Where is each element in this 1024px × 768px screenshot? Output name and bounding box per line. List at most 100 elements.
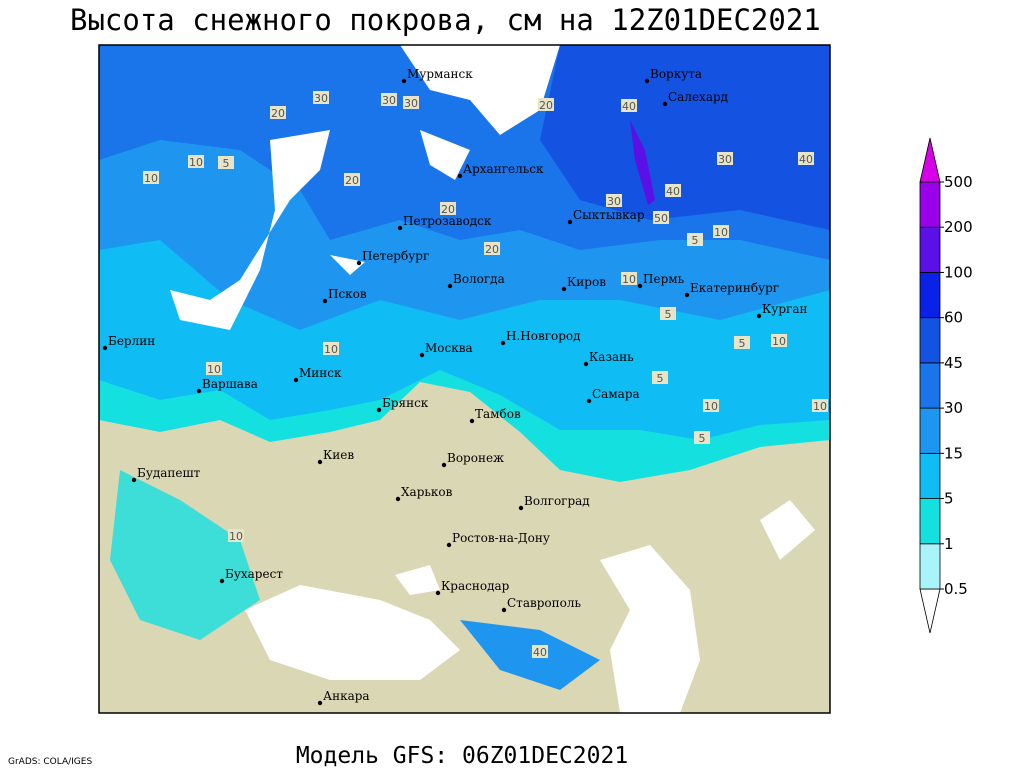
contour-label: 40 (533, 646, 547, 659)
contour-label-bg (694, 431, 710, 444)
city-dot (401, 78, 407, 84)
colorbar-band (919, 543, 941, 590)
city-label: Ростов-на-Дону (452, 531, 550, 545)
city-label: Мурманск (407, 67, 473, 81)
contour-label-bg (440, 202, 456, 215)
contour-label: 5 (223, 157, 230, 170)
contour-label-bg (532, 645, 548, 658)
map: Мурманск Воркута Салехард Архангельск Петроз… (98, 44, 831, 714)
contour-label-bg (734, 336, 750, 349)
contour-label-bg (665, 184, 681, 197)
city-dot (317, 700, 323, 706)
contour-label: 5 (657, 372, 664, 385)
city-dot (447, 283, 453, 289)
city-label: Минск (299, 366, 342, 380)
map-frame (98, 44, 831, 714)
city-dot (219, 578, 225, 584)
contour-label-bg (323, 342, 339, 355)
city-dot (500, 340, 506, 346)
labels: Мурманск Воркута Салехард Архангельск Петроз… (102, 67, 828, 706)
contour-label: 5 (692, 234, 699, 247)
city-dot (684, 292, 690, 298)
contour-label-bg (313, 91, 329, 104)
city-dot (662, 101, 668, 107)
colorbar-label: 1 (944, 535, 954, 553)
city-label: Волгоград (524, 494, 590, 508)
city-label: Н.Новгород (506, 329, 581, 343)
contour-label: 10 (772, 335, 786, 348)
contour-label: 5 (699, 432, 706, 445)
contour-label: 10 (704, 400, 718, 413)
city-label: Курган (762, 302, 807, 316)
city-label: Брянск (382, 396, 429, 410)
city-dot (376, 407, 382, 413)
city-label: Псков (328, 287, 367, 301)
contour-label-bg (538, 98, 554, 111)
city-label: Киев (323, 448, 354, 462)
colorbar-band (919, 226, 941, 273)
city-dot (196, 388, 202, 394)
city-dot (583, 361, 589, 367)
city-dot (435, 590, 441, 596)
city-label: Воркута (650, 67, 702, 81)
city-label: Москва (425, 341, 473, 355)
city-dot (756, 313, 762, 319)
colorbar-band (919, 181, 941, 228)
contour-label: 30 (382, 94, 396, 107)
city-dot (441, 462, 447, 468)
contour-label-bg (717, 152, 733, 165)
city-label: Петербург (362, 249, 429, 263)
city-label: Вологда (453, 272, 505, 286)
contour-label: 50 (654, 212, 668, 225)
city-dot (317, 459, 323, 465)
contour-label: 40 (622, 100, 636, 113)
snow-urals (630, 120, 655, 205)
contour-label-bg (484, 242, 500, 255)
colorbar-band (919, 407, 941, 454)
contour-label-bg (653, 211, 669, 224)
contour-label-bg (652, 371, 668, 384)
city-dot (131, 477, 137, 483)
city-label: Тамбов (475, 407, 521, 421)
contour-label: 30 (404, 97, 418, 110)
colorbar-band (919, 452, 941, 499)
baltic-sea (170, 130, 330, 330)
contour-label: 30 (718, 153, 732, 166)
city-dot (102, 345, 108, 351)
city-label: Казань (589, 350, 634, 364)
colorbar-label: 5 (944, 490, 954, 508)
colorbar-over (919, 137, 941, 183)
contour-label: 10 (714, 226, 728, 239)
city-label: Екатеринбург (690, 281, 779, 295)
contour-label: 20 (485, 243, 499, 256)
city-dot (518, 505, 524, 511)
city-label: Воронеж (447, 451, 504, 465)
city-label: Харьков (401, 485, 453, 499)
colorbar-label: 500 (944, 173, 973, 191)
colorbar-band (919, 498, 941, 545)
city-dot (501, 607, 507, 613)
city-label: Петрозаводск (403, 214, 492, 228)
city-dot (637, 283, 643, 289)
city-label: Ставрополь (507, 596, 581, 610)
contour-label: 10 (813, 400, 827, 413)
title: Высота снежного покрова, см на 12Z01DEC2… (70, 3, 821, 37)
contour-label-bg (606, 194, 622, 207)
city-dot (419, 352, 425, 358)
colorbar-label: 60 (944, 309, 963, 327)
colorbar-band (919, 317, 941, 364)
city-dot (586, 398, 592, 404)
contour-label-bg (206, 362, 222, 375)
city-label: Сыктывкар (573, 208, 645, 222)
city-label: Берлин (108, 334, 155, 348)
contour-label-bg (798, 152, 814, 165)
contour-label-bg (771, 334, 787, 347)
city-dot (644, 78, 650, 84)
city-dot (293, 377, 299, 383)
contour-label: 20 (271, 107, 285, 120)
contour-label-bg (713, 225, 729, 238)
black-sea (245, 585, 460, 680)
colorbar-label: 30 (944, 399, 963, 417)
city-dot (356, 260, 362, 266)
